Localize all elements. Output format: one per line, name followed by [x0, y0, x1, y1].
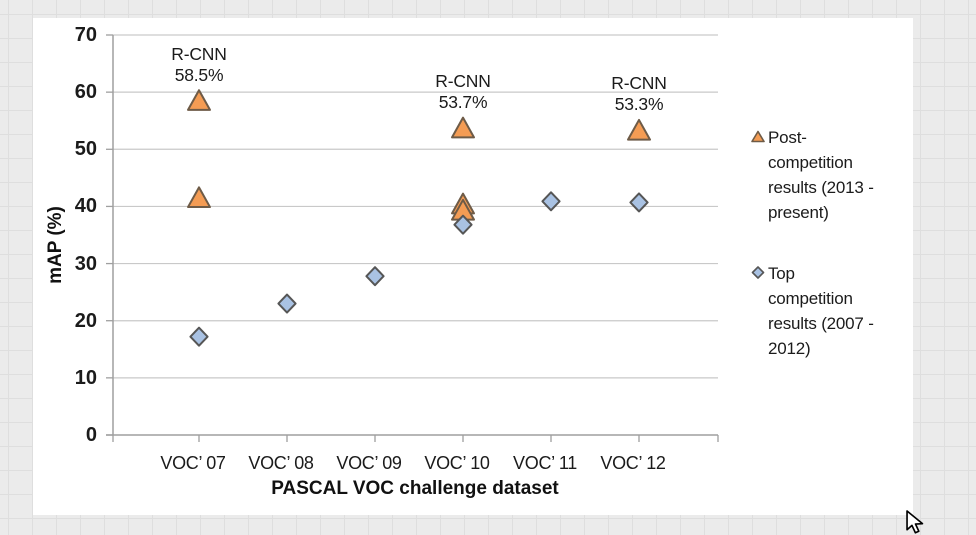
legend-label: Top competition results (2007 - 2012)	[768, 261, 874, 361]
slide-canvas: 0 10 20 30 40 50 60 70 VOC’ 07 VOC’ 08 VOC’ 09 VOC…	[33, 18, 913, 515]
annotation-line: 53.3%	[614, 94, 664, 115]
marker-diamond	[277, 293, 297, 314]
y-tick-label: 20	[74, 309, 97, 332]
legend-label-line: Post-	[768, 128, 807, 147]
x-tick-label: VOC’ 09	[336, 453, 402, 473]
marker-triangle	[627, 118, 651, 141]
y-tick-label: 50	[74, 138, 97, 161]
mouse-cursor-icon	[906, 510, 924, 534]
y-tick-label: 40	[74, 195, 97, 218]
x-tick-label: VOC’ 08	[248, 453, 314, 473]
annotation-line: R-CNN	[171, 43, 227, 64]
x-tick-label: VOC’ 12	[600, 453, 666, 473]
x-axis-title: PASCAL VOC challenge dataset	[271, 478, 559, 499]
legend-label-line: present)	[768, 203, 829, 222]
x-tick-label: VOC’ 07	[160, 453, 226, 473]
marker-diamond	[453, 214, 473, 235]
y-tick-label: 10	[74, 366, 97, 389]
annotation-label: R-CNN 53.7%	[398, 71, 528, 113]
marker-triangle	[451, 116, 475, 139]
legend-label-line: 2012)	[768, 339, 811, 358]
legend-label-line: results (2007 -	[768, 314, 874, 333]
y-tick-label: 70	[74, 24, 97, 46]
y-axis-title: mAP (%)	[45, 206, 66, 284]
annotation-label: R-CNN 53.3%	[574, 73, 704, 115]
legend-label-line: results (2013 -	[768, 178, 874, 197]
legend-label-line: competition	[768, 289, 853, 308]
marker-diamond	[541, 191, 561, 212]
annotation-label: R-CNN 58.5%	[134, 44, 264, 86]
annotation-line: R-CNN	[611, 73, 667, 94]
chart-legend: Post-competition results (2013 - present) T…	[751, 18, 915, 515]
annotation-line: 58.5%	[174, 64, 224, 85]
annotation-line: R-CNN	[435, 71, 491, 92]
legend-label-line: competition	[768, 153, 853, 172]
legend-item: Top competition results (2007 - 2012)	[751, 261, 874, 361]
legend-label-line: Top	[768, 264, 795, 283]
legend-diamond-icon	[751, 266, 765, 279]
legend-triangle-icon	[751, 130, 765, 143]
x-tick-label: VOC’ 11	[513, 453, 577, 473]
annotation-line: 53.7%	[438, 92, 488, 113]
y-tick-label: 60	[74, 81, 97, 104]
marker-triangle	[187, 89, 211, 111]
marker-triangle	[187, 186, 211, 209]
y-tick-label: 30	[74, 252, 97, 275]
chart-plot-area	[106, 34, 719, 442]
legend-item: Post-competition results (2013 - present)	[751, 125, 874, 225]
marker-diamond	[189, 326, 209, 347]
y-tick-label: 0	[85, 424, 97, 446]
legend-label: Post-competition results (2013 - present)	[768, 125, 874, 225]
x-tick-label: VOC’ 10	[424, 453, 490, 473]
marker-diamond	[629, 192, 649, 213]
marker-diamond	[365, 266, 385, 287]
